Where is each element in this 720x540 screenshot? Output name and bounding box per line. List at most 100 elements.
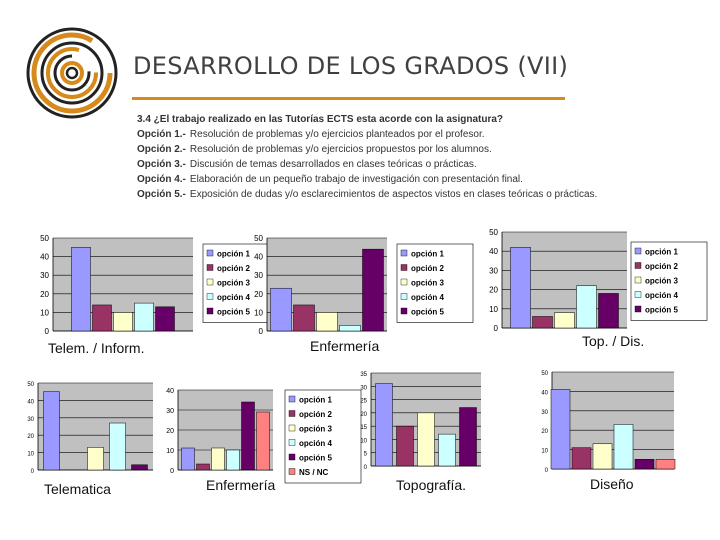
y-tick-label: 40 bbox=[541, 390, 548, 396]
bar-3 bbox=[316, 312, 338, 332]
legend-swatch-5 bbox=[634, 305, 642, 313]
bar-1 bbox=[181, 447, 195, 471]
legend-swatch-5 bbox=[206, 307, 214, 315]
legend-swatch-5 bbox=[400, 307, 408, 315]
option-3-text: Discusión de temas desarrollados en clas… bbox=[189, 159, 477, 170]
y-tick-label: 30 bbox=[541, 410, 548, 416]
legend-label-2: opción 2 bbox=[411, 264, 444, 273]
y-tick-label: 20 bbox=[254, 290, 263, 299]
bar-1 bbox=[43, 391, 60, 471]
legend-label-5: opción 5 bbox=[217, 308, 250, 317]
y-tick-label: 10 bbox=[254, 308, 263, 317]
bar-1 bbox=[550, 389, 571, 470]
legend-swatch-2 bbox=[634, 262, 642, 269]
y-tick-label: 50 bbox=[489, 228, 498, 237]
legend-swatch-3 bbox=[634, 276, 642, 284]
legend-label-3: opción 3 bbox=[645, 277, 678, 286]
bar-2 bbox=[532, 316, 553, 329]
y-tick-label: 0 bbox=[494, 324, 499, 333]
legend-label-4: opción 4 bbox=[411, 293, 444, 302]
y-tick-label: 50 bbox=[40, 234, 49, 243]
option-1-line: Opción 1.- Resolución de problemas y/o ej… bbox=[137, 127, 597, 142]
legend-swatch-1 bbox=[288, 395, 296, 403]
legend-label-1: opción 1 bbox=[217, 250, 250, 259]
bar-5 bbox=[155, 306, 175, 332]
option-2-label: Opción 2.- bbox=[137, 144, 186, 155]
y-tick-label: 0 bbox=[170, 468, 174, 475]
bar-5 bbox=[241, 401, 255, 471]
bar-5 bbox=[131, 464, 148, 471]
chart-enfermeria-2: 0 10 20 30 40 opción 1 opción 2 opción 3 opción … bbox=[166, 388, 362, 484]
legend-label-3: opción 3 bbox=[411, 279, 444, 288]
bar-3 bbox=[554, 312, 575, 329]
y-tick-label: 30 bbox=[254, 271, 263, 280]
bar-5 bbox=[459, 407, 477, 467]
legend-swatch-2 bbox=[206, 264, 214, 271]
option-5-text: Exposición de dudas y/o esclarecimientos… bbox=[189, 189, 598, 200]
y-tick-label: 50 bbox=[27, 382, 34, 388]
bar-4 bbox=[339, 325, 361, 332]
legend-label-1: opción 1 bbox=[645, 248, 678, 257]
legend-label-3: opción 3 bbox=[217, 279, 250, 288]
legend-label-6: NS / NC bbox=[299, 468, 329, 477]
y-tick-label: 20 bbox=[541, 429, 548, 435]
y-tick-label: 20 bbox=[360, 412, 367, 418]
bar-4 bbox=[109, 422, 126, 471]
y-tick-label: 0 bbox=[364, 465, 368, 471]
legend-box bbox=[396, 243, 474, 323]
legend-box bbox=[284, 389, 362, 484]
bar-3 bbox=[113, 312, 133, 332]
option-1-text: Resolución de problemas y/o ejercicios p… bbox=[189, 129, 485, 140]
y-tick-label: 20 bbox=[40, 290, 49, 299]
bar-1 bbox=[510, 247, 531, 329]
bar-4 bbox=[134, 302, 154, 332]
y-tick-label: 30 bbox=[489, 266, 498, 275]
y-tick-label: 30 bbox=[360, 385, 367, 391]
y-tick-label: 20 bbox=[489, 286, 498, 295]
chart-title-topografia: Topografía. bbox=[396, 477, 467, 493]
chart-telem-inform: 0 10 20 30 40 50 opción 1 opción 2 opción 3 opció… bbox=[40, 234, 280, 336]
bar-2 bbox=[396, 425, 414, 467]
y-tick-label: 25 bbox=[360, 399, 367, 405]
page-title: DESARROLLO DE LOS GRADOS (VII) bbox=[133, 52, 569, 80]
legend-label-4: opción 4 bbox=[645, 291, 678, 300]
legend-swatch-2 bbox=[288, 410, 296, 417]
option-2-line: Opción 2.- Resolución de problemas y/o ej… bbox=[137, 142, 597, 157]
legend-label-4: opción 4 bbox=[217, 293, 250, 302]
chart-top-dis: 0 10 20 30 40 50 opción 1 opción 2 opción 3 opció… bbox=[489, 228, 708, 333]
y-tick-label: 30 bbox=[40, 271, 49, 280]
legend-swatch-1 bbox=[634, 247, 642, 255]
option-2-text: Resolución de problemas y/o ejercicios p… bbox=[189, 144, 492, 155]
y-tick-label: 30 bbox=[166, 408, 174, 415]
chart-diseno: 0 10 20 30 40 50 bbox=[541, 371, 676, 474]
legend-label-5: opción 5 bbox=[411, 308, 444, 317]
bar-5 bbox=[362, 248, 384, 332]
legend-label-2: opción 2 bbox=[645, 262, 678, 271]
option-5-label: Opción 5.- bbox=[137, 189, 186, 200]
option-4-text: Elaboración de un pequeño trabajo de inv… bbox=[189, 174, 523, 185]
legend-label-3: opción 3 bbox=[299, 425, 332, 434]
legend-swatch-3 bbox=[288, 424, 296, 432]
y-tick-label: 35 bbox=[360, 372, 367, 378]
bar-4 bbox=[226, 449, 240, 471]
bar-5 bbox=[598, 293, 619, 329]
y-tick-label: 20 bbox=[27, 434, 34, 440]
chart-enfermeria-1: 0 10 20 30 40 50 opción 1 opción 2 opción 3 opció… bbox=[254, 234, 474, 336]
y-tick-label: 40 bbox=[254, 253, 263, 262]
bar-6 bbox=[655, 459, 676, 470]
legend-swatch-4 bbox=[288, 439, 296, 446]
logo-icon bbox=[26, 27, 118, 119]
legend-label-1: opción 1 bbox=[299, 396, 332, 405]
bar-4 bbox=[613, 424, 634, 470]
y-tick-label: 10 bbox=[489, 305, 498, 314]
y-tick-label: 40 bbox=[40, 253, 49, 262]
y-tick-label: 10 bbox=[27, 452, 34, 458]
chart-title-diseno: Diseño bbox=[590, 476, 634, 492]
y-tick-label: 15 bbox=[360, 425, 367, 431]
option-1-label: Opción 1.- bbox=[137, 129, 186, 140]
chart-title-telematica: Telematica bbox=[44, 481, 111, 497]
y-tick-label: 0 bbox=[31, 469, 35, 475]
y-tick-label: 50 bbox=[254, 234, 263, 243]
legend-label-5: opción 5 bbox=[645, 306, 678, 315]
bar-3 bbox=[592, 443, 613, 470]
